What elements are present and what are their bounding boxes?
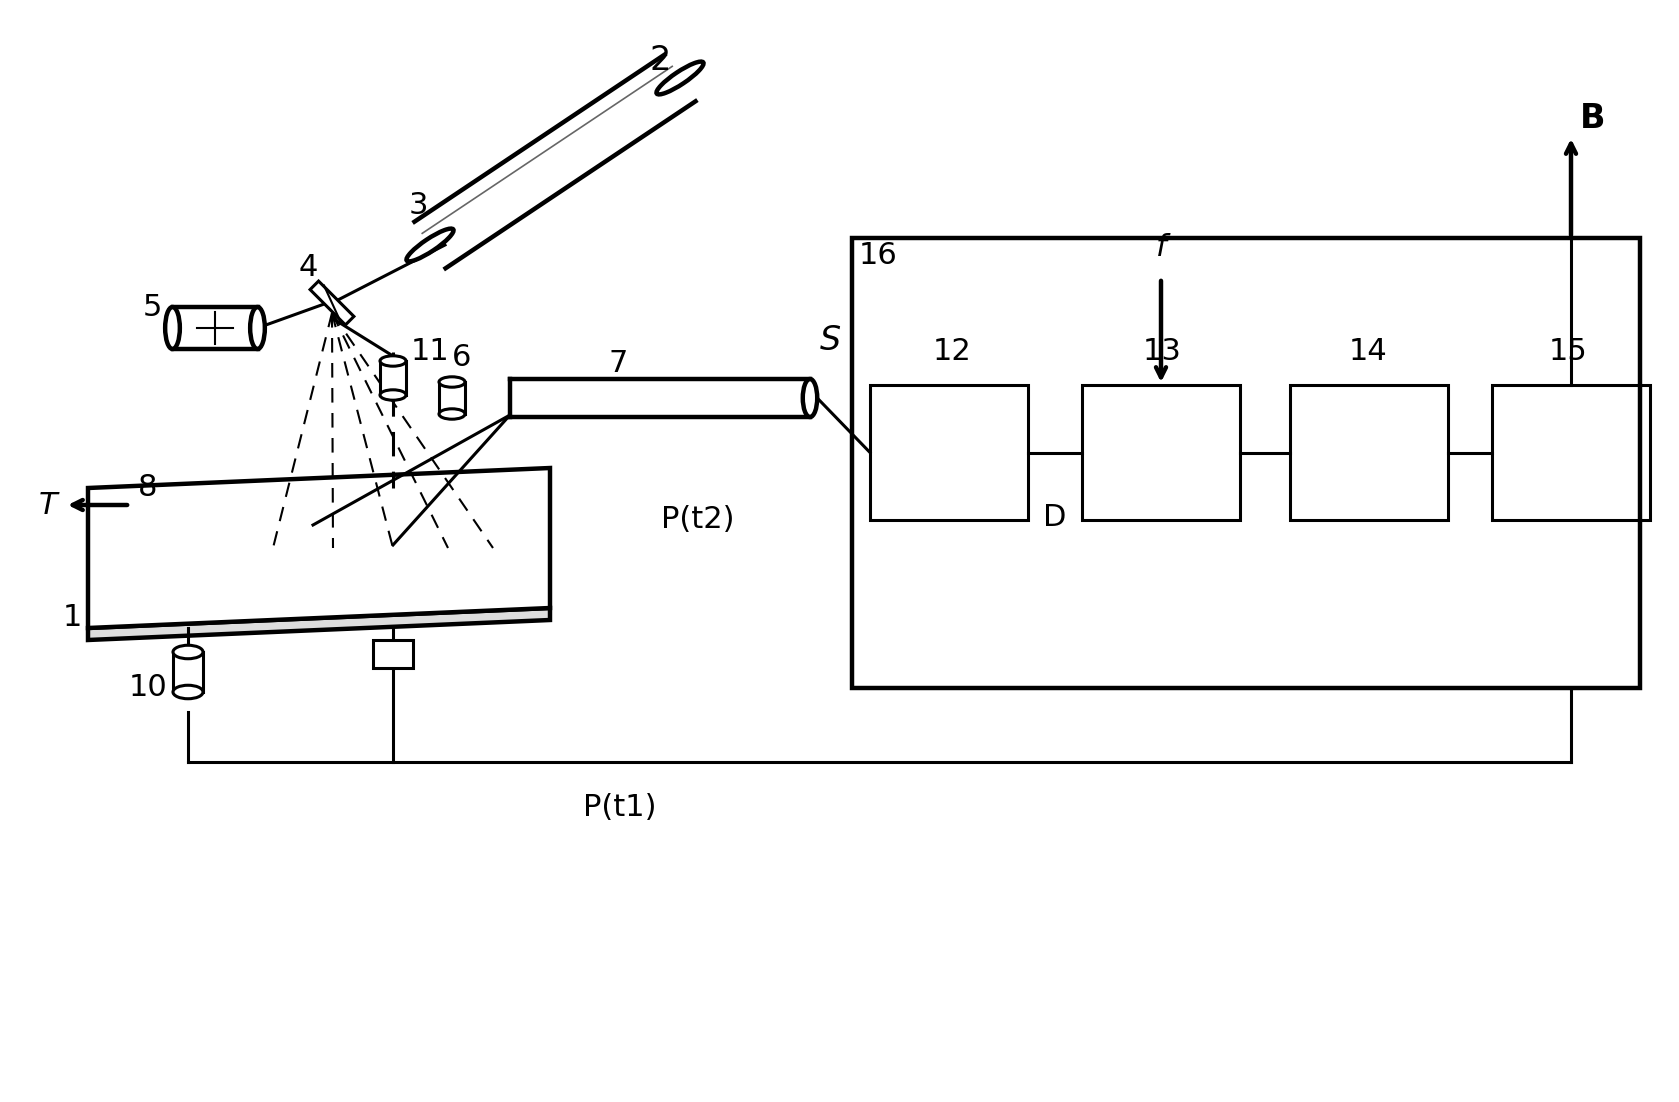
Text: 16: 16 bbox=[858, 240, 897, 270]
Ellipse shape bbox=[406, 228, 453, 261]
Ellipse shape bbox=[379, 390, 406, 400]
Polygon shape bbox=[87, 468, 551, 628]
Text: 7: 7 bbox=[608, 348, 628, 378]
Ellipse shape bbox=[438, 409, 465, 419]
Bar bbox=[173, 652, 203, 692]
Text: 5: 5 bbox=[143, 293, 161, 323]
Text: 13: 13 bbox=[1143, 337, 1182, 367]
Text: 11: 11 bbox=[411, 337, 450, 367]
Bar bbox=[1081, 385, 1241, 520]
Bar bbox=[870, 385, 1028, 520]
Bar bbox=[373, 640, 413, 668]
Text: T: T bbox=[39, 490, 57, 519]
Bar bbox=[851, 238, 1640, 688]
Text: 3: 3 bbox=[408, 191, 428, 219]
Text: 8: 8 bbox=[138, 474, 158, 503]
Text: 10: 10 bbox=[129, 673, 168, 702]
Text: f: f bbox=[1155, 234, 1167, 262]
Ellipse shape bbox=[438, 377, 465, 387]
Ellipse shape bbox=[656, 62, 704, 95]
Text: 1: 1 bbox=[62, 604, 82, 633]
Ellipse shape bbox=[250, 307, 265, 349]
Text: 2: 2 bbox=[650, 43, 670, 76]
Text: 12: 12 bbox=[932, 337, 972, 367]
Bar bbox=[1289, 385, 1447, 520]
Bar bbox=[438, 382, 465, 414]
Text: P(t1): P(t1) bbox=[583, 793, 656, 822]
Bar bbox=[379, 361, 406, 395]
Ellipse shape bbox=[165, 307, 180, 349]
Text: 6: 6 bbox=[452, 344, 472, 372]
Bar bbox=[173, 307, 257, 349]
Text: D: D bbox=[1043, 503, 1066, 532]
Ellipse shape bbox=[803, 379, 818, 417]
Ellipse shape bbox=[173, 685, 203, 699]
Text: S: S bbox=[819, 324, 841, 357]
Text: 4: 4 bbox=[299, 253, 317, 282]
Bar bbox=[311, 281, 354, 325]
Ellipse shape bbox=[173, 646, 203, 659]
Text: B: B bbox=[1580, 101, 1605, 134]
Ellipse shape bbox=[379, 356, 406, 366]
Text: 15: 15 bbox=[1548, 337, 1587, 367]
Text: P(t2): P(t2) bbox=[662, 506, 735, 534]
Polygon shape bbox=[87, 608, 551, 640]
Text: 14: 14 bbox=[1348, 337, 1387, 367]
Bar bbox=[1493, 385, 1650, 520]
